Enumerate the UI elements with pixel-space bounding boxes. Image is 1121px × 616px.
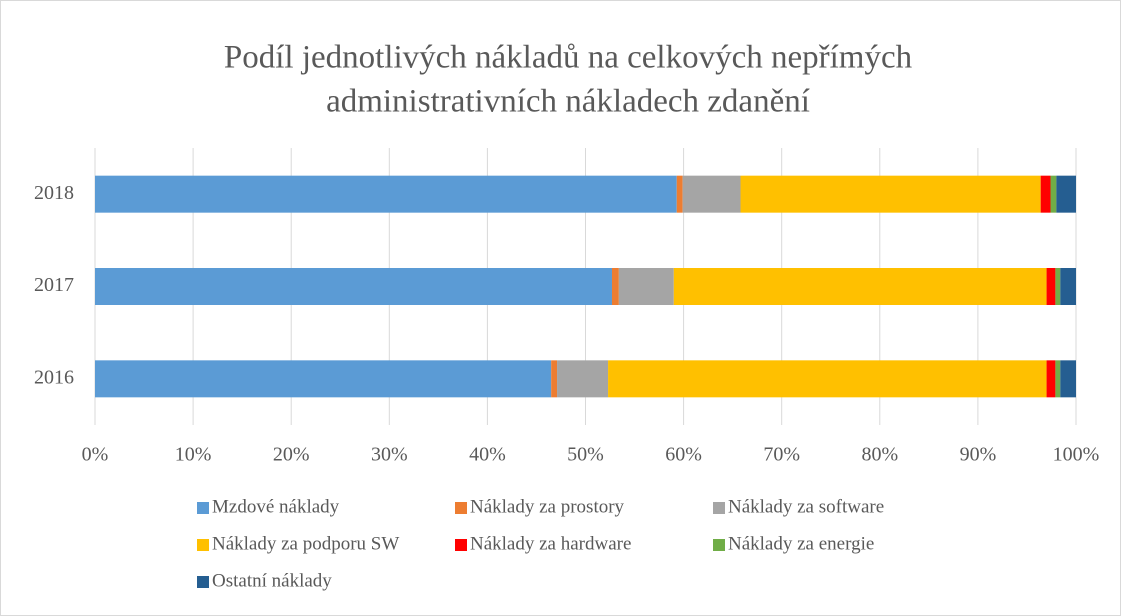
bar-segment — [673, 268, 1047, 305]
chart-title: administrativních nákladech zdanění — [326, 84, 810, 120]
legend-label: Náklady za energie — [728, 533, 874, 554]
bar-segment — [611, 268, 619, 305]
legend-marker — [713, 502, 725, 514]
chart-title: Podíl jednotlivých nákladů na celkových … — [224, 40, 913, 76]
legend-label: Náklady za software — [728, 496, 884, 517]
legend-marker — [197, 576, 209, 588]
legend-label: Ostatní náklady — [212, 570, 332, 591]
x-tick-label: 90% — [960, 444, 997, 466]
y-tick-label: 2017 — [34, 274, 74, 296]
bar-segment — [1046, 360, 1056, 398]
bar-segment — [551, 360, 558, 398]
legend-marker — [713, 539, 725, 551]
bar-segment — [1046, 268, 1056, 305]
bar-segment — [1060, 360, 1076, 398]
bar-segment — [95, 360, 552, 398]
x-tick-label: 70% — [763, 444, 800, 466]
bar-segment — [95, 175, 677, 213]
x-tick-label: 20% — [273, 444, 310, 466]
bar-segment — [1050, 175, 1057, 213]
x-tick-label: 40% — [469, 444, 506, 466]
legend-label: Mzdové náklady — [212, 496, 340, 517]
legend-marker — [455, 539, 467, 551]
bar-segment — [1060, 268, 1076, 305]
bar-segment — [608, 360, 1047, 398]
legend-label: Náklady za hardware — [470, 533, 631, 554]
legend-label: Náklady za prostory — [470, 496, 625, 517]
x-tick-label: 50% — [567, 444, 604, 466]
bar-segment — [1056, 175, 1076, 213]
bar-segment — [682, 175, 741, 213]
x-tick-label: 0% — [82, 444, 109, 466]
bar-segment — [1055, 360, 1061, 398]
bar-segment — [740, 175, 1041, 213]
bar-segment — [1055, 268, 1061, 305]
bar-segment — [95, 268, 612, 305]
bar-segment — [557, 360, 609, 398]
x-tick-label: 10% — [175, 444, 212, 466]
bar-segment — [676, 175, 683, 213]
bar-segment — [618, 268, 674, 305]
x-tick-label: 60% — [665, 444, 702, 466]
y-tick-label: 2018 — [34, 182, 74, 204]
legend-marker — [455, 502, 467, 514]
x-tick-label: 100% — [1053, 444, 1100, 466]
y-tick-label: 2016 — [34, 366, 74, 388]
legend-label: Náklady za podporu SW — [212, 533, 399, 554]
x-tick-label: 30% — [371, 444, 408, 466]
legend-marker — [197, 539, 209, 551]
bar-segment — [1040, 175, 1051, 213]
x-tick-label: 80% — [861, 444, 898, 466]
legend-marker — [197, 502, 209, 514]
